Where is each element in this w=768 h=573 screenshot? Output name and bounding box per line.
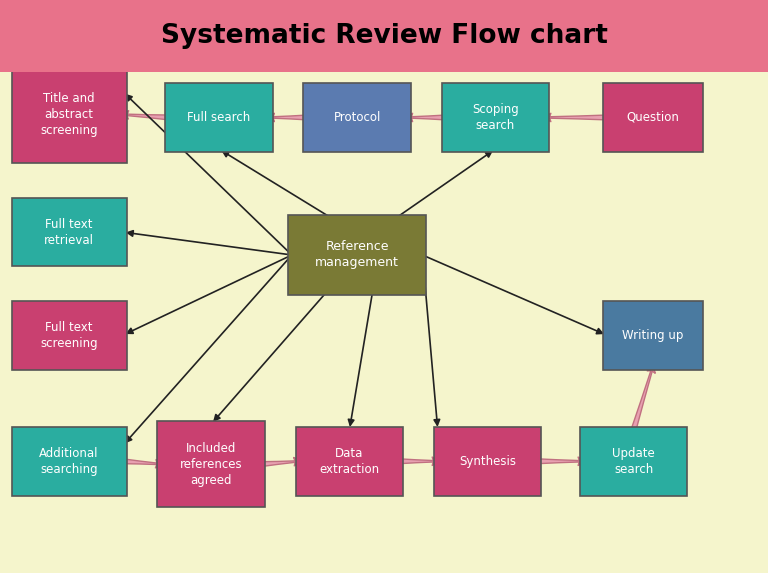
FancyBboxPatch shape — [12, 301, 127, 370]
Text: Full search: Full search — [187, 111, 250, 124]
Text: Systematic Review Flow chart: Systematic Review Flow chart — [161, 23, 607, 49]
FancyBboxPatch shape — [12, 427, 127, 496]
FancyBboxPatch shape — [12, 66, 127, 163]
FancyBboxPatch shape — [288, 215, 426, 295]
Text: Writing up: Writing up — [622, 329, 684, 342]
Text: Full text
screening: Full text screening — [40, 321, 98, 350]
FancyBboxPatch shape — [0, 0, 768, 72]
FancyBboxPatch shape — [442, 83, 549, 152]
Text: Synthesis: Synthesis — [459, 455, 516, 468]
FancyBboxPatch shape — [580, 427, 687, 496]
FancyBboxPatch shape — [0, 0, 768, 72]
Text: Additional
searching: Additional searching — [39, 447, 99, 476]
FancyBboxPatch shape — [296, 427, 403, 496]
Text: Title and
abstract
screening: Title and abstract screening — [40, 92, 98, 137]
Text: Question: Question — [627, 111, 679, 124]
FancyBboxPatch shape — [434, 427, 541, 496]
FancyBboxPatch shape — [603, 301, 703, 370]
Text: Reference
management: Reference management — [315, 241, 399, 269]
Text: Data
extraction: Data extraction — [319, 447, 379, 476]
FancyBboxPatch shape — [165, 83, 273, 152]
Text: Protocol: Protocol — [333, 111, 381, 124]
Text: Included
references
agreed: Included references agreed — [180, 442, 243, 486]
FancyBboxPatch shape — [12, 198, 127, 266]
FancyBboxPatch shape — [303, 83, 411, 152]
Text: Full text
retrieval: Full text retrieval — [44, 218, 94, 246]
Text: Systematic Review Flow chart: Systematic Review Flow chart — [161, 23, 607, 49]
Text: Scoping
search: Scoping search — [472, 103, 518, 132]
FancyBboxPatch shape — [603, 83, 703, 152]
FancyBboxPatch shape — [157, 421, 265, 507]
Text: Update
search: Update search — [612, 447, 655, 476]
